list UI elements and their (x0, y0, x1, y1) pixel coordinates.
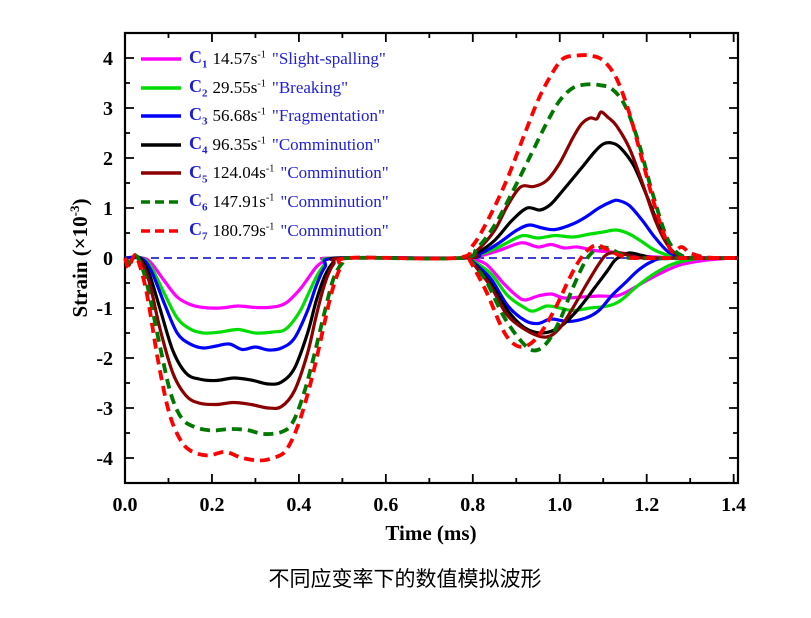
legend-strain-rate: 180.79s-1 (212, 220, 275, 240)
legend-series-id: C3 (189, 104, 208, 128)
y-tick-label--3: -3 (96, 398, 113, 420)
legend-rate-exponent: -1 (265, 192, 275, 204)
legend-swatch-c4-line (141, 142, 181, 147)
legend-item-c6: C6 147.91s-1 "Comminution" (140, 190, 389, 214)
legend-strain-rate: 147.91s-1 (212, 192, 275, 211)
legend-failure-mode: "Comminution" (280, 220, 389, 240)
legend-swatch-c2-line (141, 85, 181, 90)
legend-swatch-c5-line (141, 171, 181, 176)
y-tick-label--1: -1 (96, 298, 113, 320)
legend-failure-mode: "Breaking" (271, 77, 349, 97)
legend-strain-rate: 124.04s-1 (212, 163, 275, 183)
legend-failure-mode: "Fragmentation" (271, 106, 385, 126)
y-tick-label-0: 0 (103, 248, 113, 270)
y-tick-label-3: 3 (103, 98, 113, 120)
curve-c4-transmitted (467, 251, 739, 335)
y-axis-title: Strain (×10-3) (67, 198, 93, 317)
legend-item-c4: C4 96.35s-1 "Comminution" (140, 133, 380, 157)
curve-c3-transmitted (467, 256, 739, 326)
legend-strain-rate: 14.57s-1 (212, 49, 266, 68)
legend-series-id: C2 (189, 75, 208, 100)
legend-series-subscript: 7 (202, 230, 208, 243)
y-axis-exponent: -3 (67, 205, 82, 217)
legend-item-c1: C1 14.57s-1 "Slight-spalling" (140, 47, 386, 71)
legend-failure-mode: "Slight-spalling" (271, 49, 386, 68)
legend-rate-exponent: -1 (257, 49, 266, 61)
y-tick-label--4: -4 (96, 448, 113, 470)
legend-swatch-c7-line (141, 228, 181, 233)
legend-rate-exponent: -1 (257, 77, 266, 89)
legend-series-id: C6 (189, 190, 208, 214)
legend-item-c5: C5 124.04s-1 "Comminution" (140, 161, 389, 185)
legend-rate-exponent: -1 (257, 106, 266, 118)
legend-rate-exponent: -1 (265, 163, 275, 175)
legend-failure-mode: "Comminution" (271, 134, 381, 154)
x-tick-label-0.8: 0.8 (460, 494, 485, 516)
x-axis-title: Time (ms) (385, 521, 477, 545)
legend-item-c2: C2 29.55s-1 "Breaking" (140, 76, 348, 100)
legend-strain-rate: 29.55s-1 (212, 77, 266, 97)
x-tick-label-1.0: 1.0 (547, 494, 572, 516)
legend-series-subscript: 1 (202, 58, 208, 71)
y-tick-label-1: 1 (103, 198, 113, 220)
legend-series-subscript: 2 (202, 87, 208, 100)
legend-series-id: C5 (189, 161, 208, 186)
legend-failure-mode: "Comminution" (280, 163, 389, 183)
curve-c1-incident-reflected (124, 241, 739, 310)
legend-rate-exponent: -1 (257, 135, 266, 147)
legend-item-c3: C3 56.68s-1 "Fragmentation" (140, 104, 385, 128)
legend-series-subscript: 3 (202, 115, 208, 128)
curve-c7-transmitted (466, 243, 739, 349)
legend-strain-rate: 96.35s-1 (212, 134, 266, 154)
y-tick-label-2: 2 (103, 148, 113, 170)
legend-item-c7: C7 180.79s-1 "Comminution" (140, 219, 389, 243)
figure-caption: 不同应变率下的数值模拟波形 (268, 567, 542, 591)
x-tick-label-0.4: 0.4 (286, 494, 311, 516)
legend-series-subscript: 4 (202, 144, 208, 157)
x-tick-label-1.2: 1.2 (634, 494, 659, 516)
curve-c6-incident-reflected (123, 82, 739, 436)
legend-strain-rate: 56.68s-1 (212, 106, 266, 126)
x-tick-label-0.6: 0.6 (373, 494, 398, 516)
legend-failure-mode: "Comminution" (280, 192, 389, 211)
legend-rate-exponent: -1 (265, 220, 275, 232)
legend-swatch-c3-line (141, 114, 181, 118)
x-tick-label-0.2: 0.2 (199, 494, 224, 516)
legend-series-id: C7 (189, 218, 208, 243)
x-tick-label-0.0: 0.0 (113, 494, 138, 516)
y-axis-title-text: Strain (×10 (68, 216, 92, 318)
x-tick-label-1.4: 1.4 (721, 494, 746, 516)
legend-series-subscript: 5 (202, 173, 208, 186)
legend-swatch-c6-line (141, 200, 181, 204)
y-axis-title-close: ) (68, 198, 92, 206)
curve-c5-incident-reflected (123, 110, 739, 411)
y-tick-label-4: 4 (103, 48, 113, 70)
legend-series-subscript: 6 (202, 201, 208, 214)
curve-c2-transmitted (467, 256, 739, 313)
legend-series-id: C1 (189, 47, 208, 71)
legend-swatch-c1-line (141, 57, 181, 61)
curve-c7-incident-reflected (123, 53, 739, 463)
y-tick-label--2: -2 (96, 348, 113, 370)
legend-series-id: C4 (189, 133, 208, 157)
